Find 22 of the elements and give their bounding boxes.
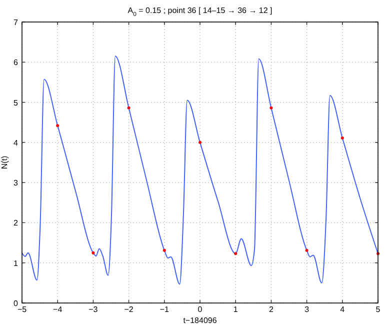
x-tick-label: 1 [233, 305, 238, 314]
x-tick-label: 0 [198, 305, 203, 314]
y-tick-label: 0 [14, 299, 19, 308]
y-tick-label: 4 [14, 138, 19, 148]
x-axis-title: t−184096 [183, 316, 218, 325]
y-axis-title: N(t) [0, 156, 9, 170]
x-tick-label: −1 [160, 305, 170, 314]
x-tick-label: −3 [88, 305, 98, 314]
y-tick-label: 7 [14, 18, 19, 27]
x-tick-label: 2 [268, 305, 274, 314]
y-tick-label: 3 [14, 178, 19, 188]
x-tick-label: 3 [304, 305, 310, 314]
y-tick-label: 1 [14, 258, 19, 268]
x-tick-label: 5 [376, 305, 381, 314]
y-tick-label: 6 [14, 58, 19, 68]
x-tick-label: −4 [53, 305, 63, 314]
y-tick-label: 5 [14, 98, 19, 108]
y-tick-label: 2 [14, 218, 19, 228]
x-tick-label: −5 [17, 305, 28, 314]
x-tick-label: 4 [340, 305, 346, 314]
chart-title: A$_{0}$ = 0.15 ; point 36 [ 14–15 → 36 → 12 ] [128, 6, 272, 18]
x-tick-label: −2 [124, 305, 134, 314]
